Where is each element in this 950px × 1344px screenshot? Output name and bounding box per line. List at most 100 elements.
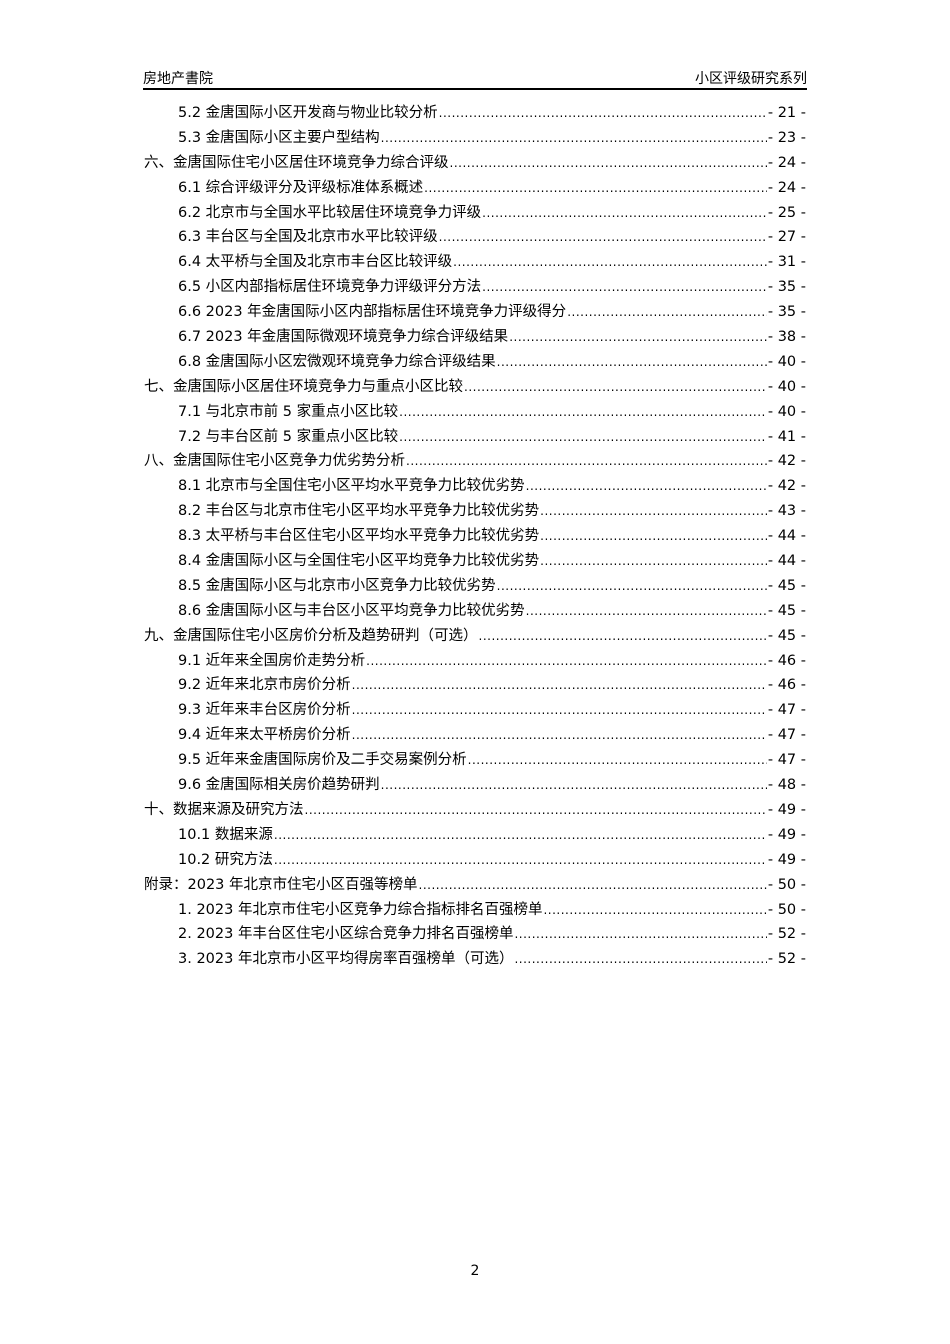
dot-leader xyxy=(305,802,767,818)
toc-entry[interactable]: 七、金唐国际小区居住环境竞争力与重点小区比较 - 40 - xyxy=(144,375,806,400)
toc-entry[interactable]: 8.3 太平桥与丰台区住宅小区平均水平竞争力比较优劣势 - 44 - xyxy=(144,524,806,549)
toc-entry-title: 5.2 金唐国际小区开发商与物业比较分析 xyxy=(178,105,438,121)
toc-entry-page: - 48 - xyxy=(767,777,806,794)
toc-entry[interactable]: 6.4 太平桥与全国及北京市丰台区比较评级 - 31 - xyxy=(144,250,806,275)
page-number: 2 xyxy=(470,1263,480,1279)
toc-entry-title: 7.2 与丰台区前 5 家重点小区比较 xyxy=(178,428,399,445)
toc-entry[interactable]: 9.5 近年来金唐国际房价及二手交易案例分析 - 47 - xyxy=(144,748,806,773)
toc-entry-page: - 35 - xyxy=(767,279,806,296)
header-left-title: 房地产書院 xyxy=(143,71,213,87)
toc-entry-page: - 52 - xyxy=(767,926,806,943)
dot-leader xyxy=(274,827,767,843)
header-right-title: 小区评级研究系列 xyxy=(695,71,807,87)
toc-entry-title: 八、金唐国际住宅小区竞争力优劣势分析 xyxy=(144,453,405,470)
toc-entry-title: 六、金唐国际住宅小区居住环境竞争力综合评级 xyxy=(144,154,449,171)
dot-leader xyxy=(540,503,767,519)
toc-entry-page: - 47 - xyxy=(767,752,806,769)
toc-entry-title: 2. 2023 年丰台区住宅小区综合竞争力排名百强榜单 xyxy=(178,926,514,943)
toc-entry-title: 8.2 丰台区与北京市住宅小区平均水平竞争力比较优劣势 xyxy=(178,503,540,520)
toc-entry-page: - 49 - xyxy=(767,826,806,843)
toc-entry-page: - 44 - xyxy=(767,528,806,545)
toc-entry-page: - 44 - xyxy=(767,553,806,570)
toc-entry[interactable]: 6.1 综合评级评分及评级标准体系概述 - 24 - xyxy=(144,176,806,201)
toc-entry-title: 3. 2023 年北京市小区平均得房率百强榜单（可选） xyxy=(178,951,514,968)
toc-entry-page: - 27 - xyxy=(767,229,806,246)
dot-leader xyxy=(497,354,767,370)
toc-entry-page: - 46 - xyxy=(767,652,806,669)
toc-entry-title: 十、数据来源及研究方法 xyxy=(144,801,304,818)
toc-entry-title: 8.3 太平桥与丰台区住宅小区平均水平竞争力比较优劣势 xyxy=(178,528,540,545)
dot-leader xyxy=(540,528,767,544)
toc-entry[interactable]: 9.4 近年来太平桥房价分析 - 47 - xyxy=(144,723,806,748)
toc-entry-page: - 23 - xyxy=(767,129,806,146)
dot-leader xyxy=(567,304,767,320)
toc-entry-page: - 42 - xyxy=(767,478,806,495)
toc-entry-title: 6.8 金唐国际小区宏微观环境竞争力综合评级结果 xyxy=(178,353,496,370)
toc-entry[interactable]: 六、金唐国际住宅小区居住环境竞争力综合评级 - 24 - xyxy=(144,151,806,176)
dot-leader xyxy=(468,752,767,768)
toc-entry[interactable]: 8.6 金唐国际小区与丰台区小区平均竞争力比较优劣势 - 45 - xyxy=(144,599,806,624)
toc-entry-page: - 49 - xyxy=(767,801,806,818)
toc-entry[interactable]: 6.6 2023 年金唐国际小区内部指标居住环境竞争力评级得分 - 35 - xyxy=(144,300,806,325)
toc-entry[interactable]: 十、数据来源及研究方法 - 49 - xyxy=(144,798,806,823)
toc-entry-title: 九、金唐国际住宅小区房价分析及趋势研判（可选） xyxy=(144,627,478,644)
dot-leader xyxy=(352,727,767,743)
toc-entry[interactable]: 10.1 数据来源 - 49 - xyxy=(144,823,806,848)
toc-entry-title: 1. 2023 年北京市住宅小区竞争力综合指标排名百强榜单 xyxy=(178,901,543,918)
toc-entry[interactable]: 6.3 丰台区与全国及北京市水平比较评级 - 27 - xyxy=(144,225,806,250)
toc-entry-title: 8.1 北京市与全国住宅小区平均水平竞争力比较优劣势 xyxy=(178,478,525,495)
toc-entry[interactable]: 7.2 与丰台区前 5 家重点小区比较 - 41 - xyxy=(144,425,806,450)
dot-leader xyxy=(464,379,767,395)
toc-entry[interactable]: 九、金唐国际住宅小区房价分析及趋势研判（可选） - 45 - xyxy=(144,624,806,649)
toc-entry[interactable]: 8.5 金唐国际小区与北京市小区竞争力比较优劣势 - 45 - xyxy=(144,574,806,599)
toc-entry-page: - 40 - xyxy=(767,378,806,395)
dot-leader xyxy=(439,229,767,245)
toc-entry-page: - 50 - xyxy=(767,901,806,918)
table-of-contents: 5.2 金唐国际小区开发商与物业比较分析 - 21 - 5.3 金唐国际小区主要户型… xyxy=(144,101,806,972)
toc-entry[interactable]: 10.2 研究方法 - 49 - xyxy=(144,848,806,873)
dot-leader xyxy=(419,877,767,893)
toc-entry-page: - 38 - xyxy=(767,329,806,346)
toc-entry-title: 七、金唐国际小区居住环境竞争力与重点小区比较 xyxy=(144,378,463,395)
toc-entry-page: - 35 - xyxy=(767,304,806,321)
dot-leader xyxy=(399,429,767,445)
toc-entry-title: 9.4 近年来太平桥房价分析 xyxy=(178,727,351,744)
toc-entry-title: 6.6 2023 年金唐国际小区内部指标居住环境竞争力评级得分 xyxy=(178,304,567,321)
toc-entry-title: 8.4 金唐国际小区与全国住宅小区平均竞争力比较优劣势 xyxy=(178,553,540,570)
toc-entry[interactable]: 1. 2023 年北京市住宅小区竞争力综合指标排名百强榜单 - 50 - xyxy=(144,898,806,923)
dot-leader xyxy=(352,677,767,693)
toc-entry[interactable]: 8.1 北京市与全国住宅小区平均水平竞争力比较优劣势 - 42 - xyxy=(144,474,806,499)
toc-entry[interactable]: 5.2 金唐国际小区开发商与物业比较分析 - 21 - xyxy=(144,101,806,126)
toc-entry[interactable]: 8.4 金唐国际小区与全国住宅小区平均竞争力比较优劣势 - 44 - xyxy=(144,549,806,574)
toc-entry[interactable]: 6.7 2023 年金唐国际微观环境竞争力综合评级结果 - 38 - xyxy=(144,325,806,350)
toc-entry-page: - 45 - xyxy=(767,577,806,594)
toc-entry[interactable]: 9.1 近年来全国房价走势分析 - 46 - xyxy=(144,649,806,674)
dot-leader xyxy=(514,926,766,942)
toc-entry[interactable]: 八、金唐国际住宅小区竞争力优劣势分析 - 42 - xyxy=(144,449,806,474)
dot-leader xyxy=(482,205,767,221)
toc-entry[interactable]: 8.2 丰台区与北京市住宅小区平均水平竞争力比较优劣势 - 43 - xyxy=(144,499,806,524)
dot-leader xyxy=(399,404,767,420)
toc-entry[interactable]: 9.2 近年来北京市房价分析 - 46 - xyxy=(144,673,806,698)
toc-entry-title: 10.1 数据来源 xyxy=(178,826,273,843)
toc-entry-page: - 25 - xyxy=(767,204,806,221)
page-header: 房地产書院 小区评级研究系列 xyxy=(143,68,807,90)
dot-leader xyxy=(497,578,767,594)
dot-leader xyxy=(381,130,767,146)
toc-entry-title: 8.6 金唐国际小区与丰台区小区平均竞争力比较优劣势 xyxy=(178,602,525,619)
toc-entry-page: - 41 - xyxy=(767,428,806,445)
toc-entry[interactable]: 附录：2023 年北京市住宅小区百强等榜单 - 50 - xyxy=(144,873,806,898)
toc-entry[interactable]: 2. 2023 年丰台区住宅小区综合竞争力排名百强榜单 - 52 - xyxy=(144,922,806,947)
toc-entry[interactable]: 3. 2023 年北京市小区平均得房率百强榜单（可选） - 52 - xyxy=(144,947,806,972)
toc-entry[interactable]: 9.6 金唐国际相关房价趋势研判 - 48 - xyxy=(144,773,806,798)
toc-entry[interactable]: 7.1 与北京市前 5 家重点小区比较 - 40 - xyxy=(144,400,806,425)
toc-entry-page: - 49 - xyxy=(767,851,806,868)
dot-leader xyxy=(450,155,767,171)
toc-entry[interactable]: 6.5 小区内部指标居住环境竞争力评级评分方法 - 35 - xyxy=(144,275,806,300)
toc-entry[interactable]: 6.8 金唐国际小区宏微观环境竞争力综合评级结果 - 40 - xyxy=(144,350,806,375)
toc-entry[interactable]: 6.2 北京市与全国水平比较居住环境竞争力评级 - 25 - xyxy=(144,201,806,226)
toc-entry[interactable]: 9.3 近年来丰台区房价分析 - 47 - xyxy=(144,698,806,723)
toc-entry-page: - 45 - xyxy=(767,627,806,644)
toc-entry[interactable]: 5.3 金唐国际小区主要户型结构 - 23 - xyxy=(144,126,806,151)
toc-entry-page: - 45 - xyxy=(767,602,806,619)
